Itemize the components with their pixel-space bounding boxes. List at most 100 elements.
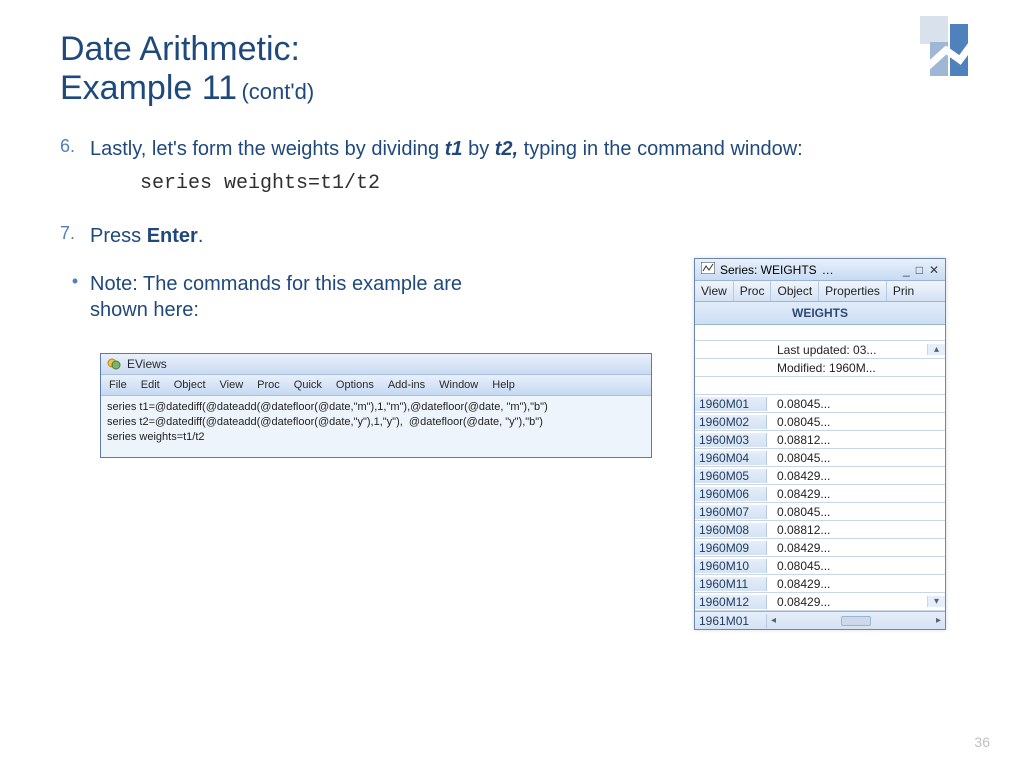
row-value: 0.08045... [767,505,927,519]
row-value: 0.08812... [767,523,927,537]
step-text: Lastly, let's form the weights by dividi… [90,136,803,162]
table-row: 1960M100.08045... [695,557,945,575]
row-value: 0.08045... [767,559,927,573]
row-value: 0.08429... [767,541,927,555]
table-row: 1960M070.08045... [695,503,945,521]
row-key: 1960M02 [695,415,767,429]
series-title-text: Series: WEIGHTS [720,263,817,277]
note-text: Note: The commands for this example are … [90,271,510,323]
row-value: 0.08045... [767,451,927,465]
menu-file[interactable]: File [109,379,127,391]
series-footer: 1961M01 ◂ ▸ [695,611,945,629]
eviews-app-icon [107,357,121,371]
row-key: 1960M06 [695,487,767,501]
menu-options[interactable]: Options [336,379,374,391]
step6-pre: Lastly, let's form the weights by dividi… [90,138,445,160]
scroll-right-icon[interactable]: ▸ [936,615,941,626]
note-bullet: • Note: The commands for this example ar… [60,271,620,323]
close-icon[interactable]: ✕ [929,263,939,277]
step-number: 6. [60,136,90,162]
table-row: 1960M060.08429... [695,485,945,503]
meta-modified: Modified: 1960M... [767,361,927,375]
scroll-left-icon[interactable]: ◂ [771,615,776,626]
menu-addins[interactable]: Add-ins [388,379,425,391]
series-weights-window: Series: WEIGHTS … _ □ ✕ View Proc Object… [694,258,946,630]
series-header: WEIGHTS [695,302,945,325]
row-value: 0.08045... [767,415,927,429]
menu-proc[interactable]: Proc [257,379,280,391]
title-main: Example 11 [60,69,237,107]
step7-pre: Press [90,225,147,247]
table-row: 1960M040.08045... [695,449,945,467]
table-row: 1960M050.08429... [695,467,945,485]
slide-title-line1: Date Arithmetic: [60,30,964,69]
page-number: 36 [974,734,990,750]
series-icon [701,262,715,277]
blank-row [695,377,945,395]
row-value: 0.08429... [767,595,927,609]
eviews-window: EViews File Edit Object View Proc Quick Option… [100,353,652,458]
table-row: 1960M010.08045... [695,395,945,413]
step7-post: . [198,225,204,247]
table-row: 1960M030.08812... [695,431,945,449]
table-row: 1960M110.08429... [695,575,945,593]
menu-quick[interactable]: Quick [294,379,322,391]
step-number: 7. [60,223,90,249]
step6-mid: by [463,138,495,160]
eviews-menubar[interactable]: File Edit Object View Proc Quick Options Add-in… [101,374,651,396]
logo-icon [916,12,996,82]
row-key: 1960M03 [695,433,767,447]
eviews-command-area[interactable]: series t1=@datediff(@dateadd(@datefloor(… [101,396,651,457]
menu-object[interactable]: Object [174,379,206,391]
scroll-down-icon[interactable]: ▾ [927,596,945,607]
tb-proc[interactable]: Proc [734,281,772,301]
code-sample: series weights=t1/t2 [140,172,964,195]
minimize-icon[interactable]: _ [903,263,910,277]
h-scrollbar[interactable]: ◂ ▸ [767,615,945,626]
meta-updated: Last updated: 03... [767,343,927,357]
table-row: 1960M080.08812... [695,521,945,539]
step-text: Press Enter. [90,223,203,249]
menu-edit[interactable]: Edit [141,379,160,391]
footer-key: 1961M01 [695,614,767,628]
table-row: 1960M120.08429...▾ [695,593,945,611]
series-titlebar[interactable]: Series: WEIGHTS … _ □ ✕ [695,259,945,281]
tb-print[interactable]: Prin [887,281,920,301]
row-key: 1960M08 [695,523,767,537]
meta-row: Last updated: 03...▴ [695,341,945,359]
step-7: 7. Press Enter. [60,223,620,249]
row-key: 1960M09 [695,541,767,555]
menu-window[interactable]: Window [439,379,478,391]
row-value: 0.08429... [767,469,927,483]
row-key: 1960M07 [695,505,767,519]
maximize-icon[interactable]: □ [916,263,923,277]
tb-object[interactable]: Object [771,281,819,301]
series-title-ellipsis: … [822,263,834,277]
row-key: 1960M05 [695,469,767,483]
eviews-titlebar: EViews [101,354,651,374]
scroll-up-icon[interactable]: ▴ [927,344,945,355]
blank-row [695,325,945,341]
row-value: 0.08429... [767,577,927,591]
row-key: 1960M01 [695,397,767,411]
tb-view[interactable]: View [695,281,734,301]
tb-properties[interactable]: Properties [819,281,887,301]
bullet-dot: • [60,271,90,323]
step6-t1: t1 [445,138,463,160]
meta-row: Modified: 1960M... [695,359,945,377]
menu-view[interactable]: View [220,379,244,391]
eviews-title-text: EViews [127,357,167,371]
title-sub: (cont'd) [241,79,314,104]
menu-help[interactable]: Help [492,379,515,391]
slide-title-line2: Example 11 (cont'd) [60,69,964,108]
step6-post: typing in the command window: [518,138,803,160]
row-value: 0.08045... [767,397,927,411]
row-key: 1960M10 [695,559,767,573]
series-toolbar[interactable]: View Proc Object Properties Prin [695,281,945,302]
step-6: 6. Lastly, let's form the weights by div… [60,136,964,162]
step6-t2: t2, [495,138,518,160]
table-row: 1960M090.08429... [695,539,945,557]
scroll-thumb[interactable] [841,616,871,626]
row-value: 0.08429... [767,487,927,501]
table-row: 1960M020.08045... [695,413,945,431]
